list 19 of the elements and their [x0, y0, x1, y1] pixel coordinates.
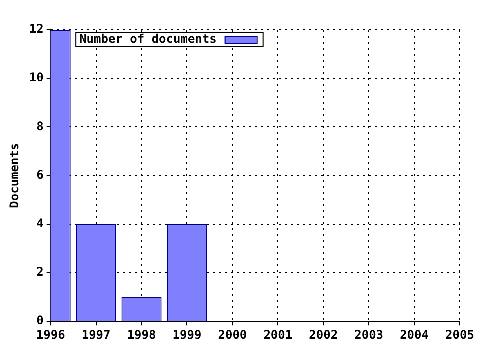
- x-tick-label: 2003: [354, 328, 384, 342]
- y-tick-label: 2: [36, 265, 44, 280]
- y-tick-label: 12: [29, 22, 44, 36]
- x-tick-label: 2005: [446, 328, 474, 342]
- x-tick-label: 1997: [82, 328, 111, 342]
- x-tick-label: 2000: [218, 328, 248, 342]
- y-tick-label: 10: [29, 70, 44, 85]
- x-tick-label: 2004: [400, 328, 429, 342]
- legend-label: Number of documents: [80, 32, 217, 46]
- x-tick-label: 2001: [264, 328, 293, 342]
- y-tick-label: 0: [36, 314, 44, 328]
- y-tick-label: 6: [36, 168, 44, 182]
- x-tick-label: 1998: [127, 328, 156, 342]
- y-tick-label: 8: [36, 119, 44, 134]
- x-tick-label: 1996: [36, 328, 66, 342]
- y-tick-label: 4: [36, 216, 44, 231]
- y-axis-title: Documents: [7, 143, 22, 208]
- x-tick-label: 1999: [172, 328, 202, 342]
- x-tick-label: 2002: [309, 328, 338, 342]
